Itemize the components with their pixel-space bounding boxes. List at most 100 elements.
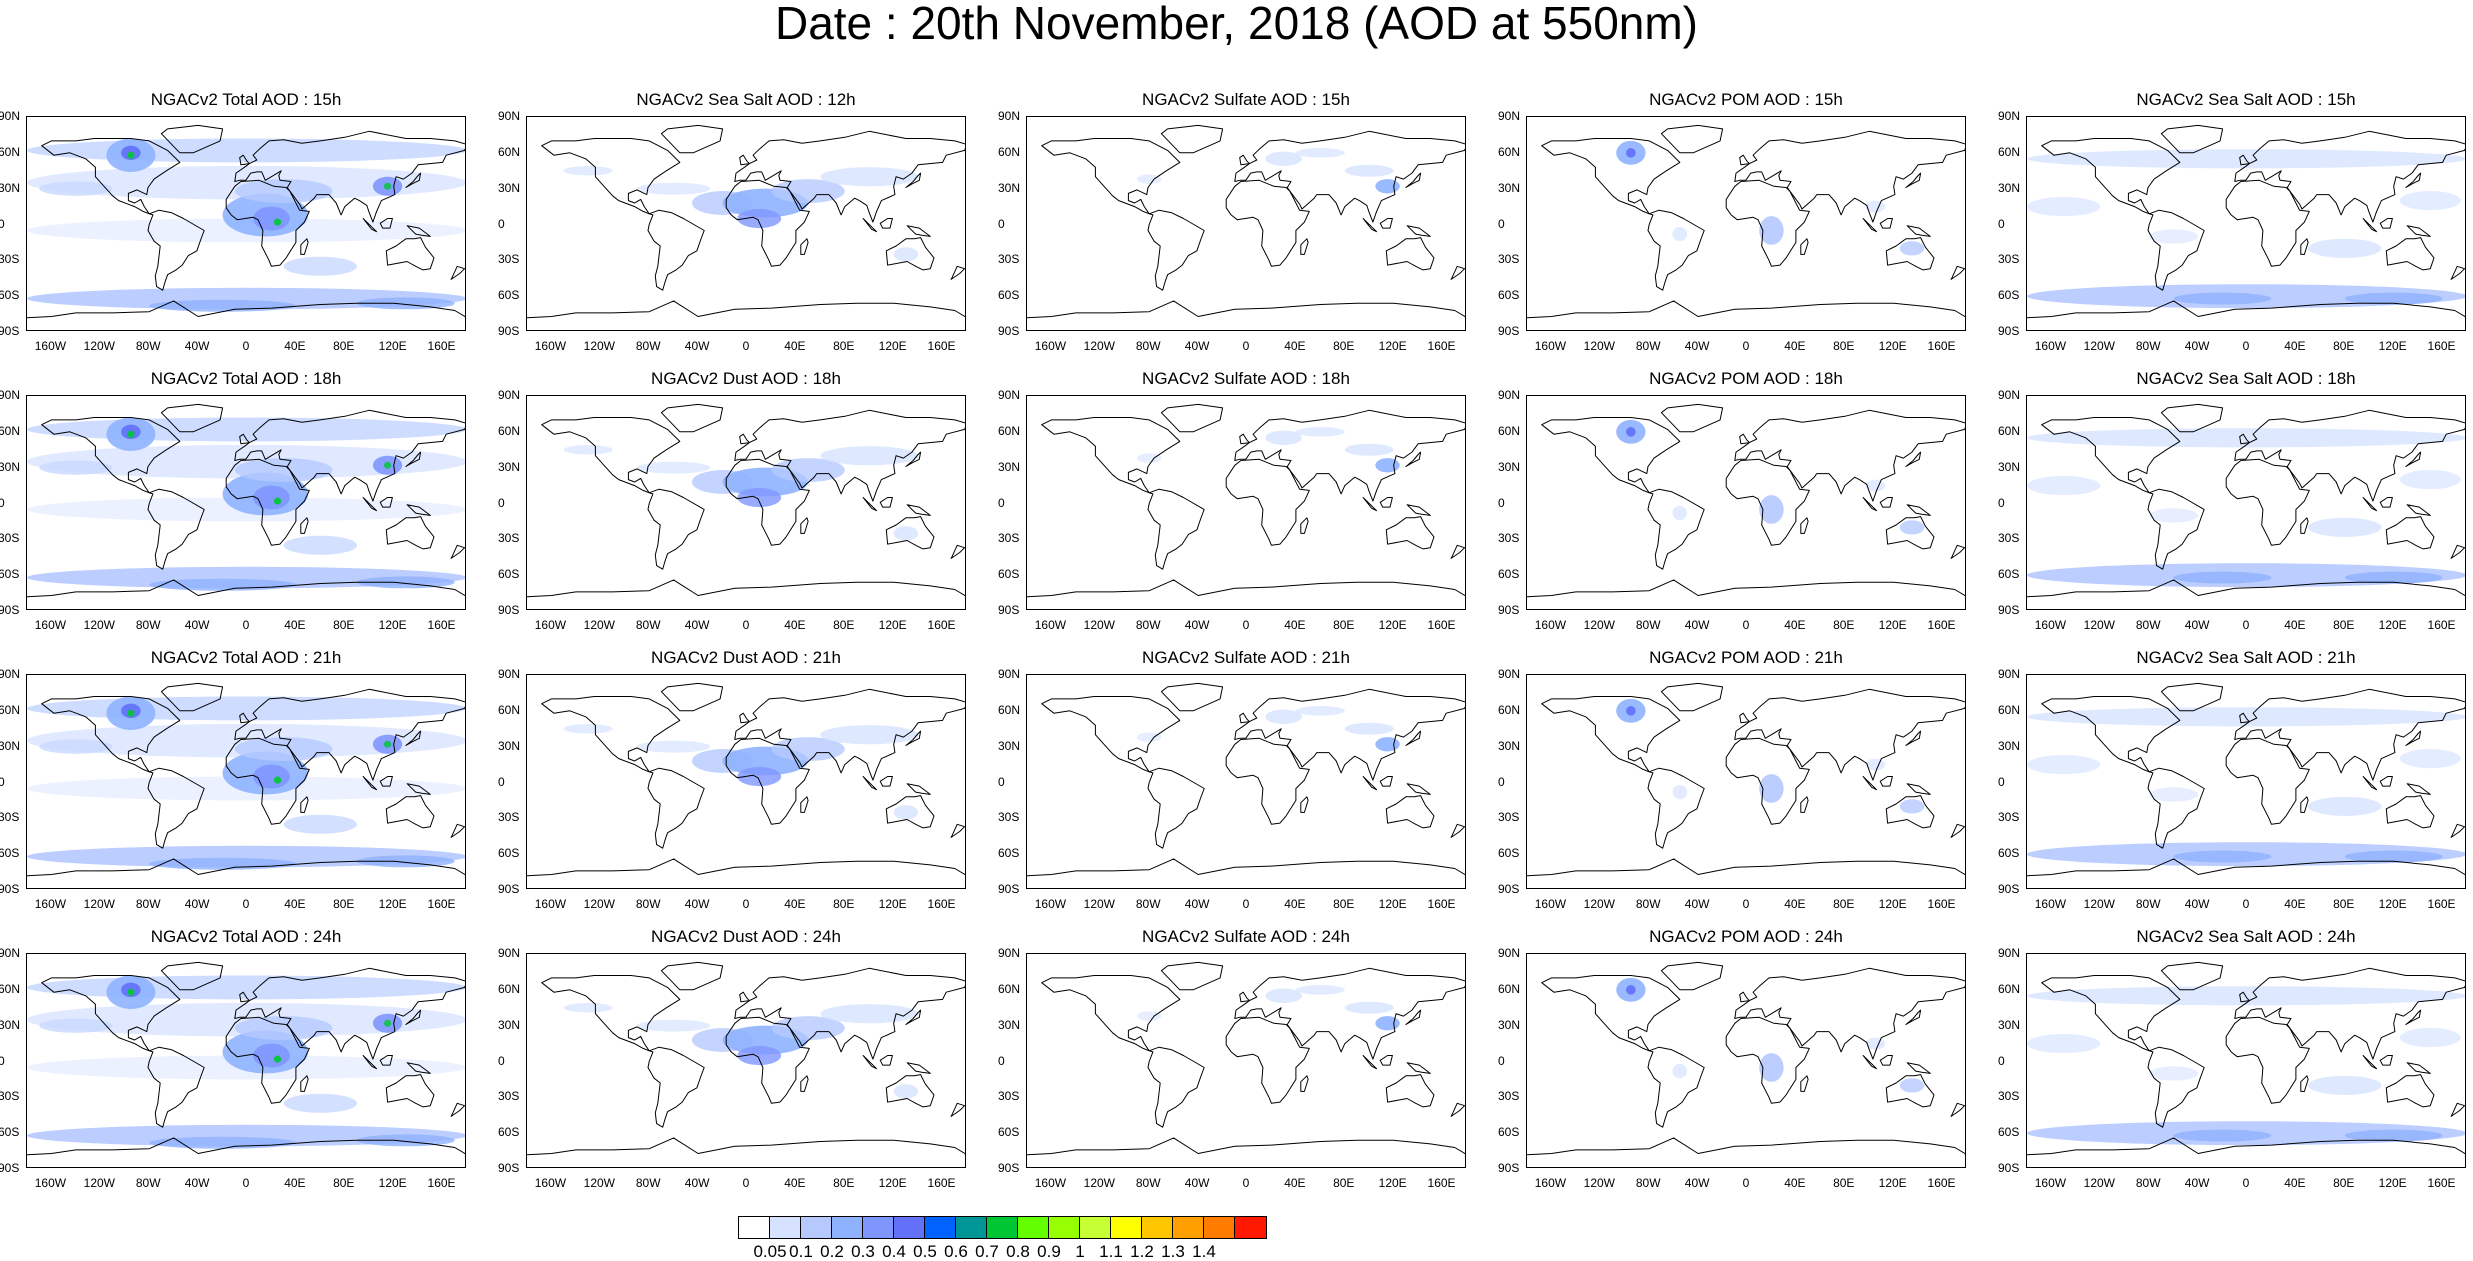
coastline-sumatra — [1862, 497, 1878, 512]
aod-field — [2344, 1129, 2443, 1142]
latitude-tick-label: 30S — [498, 1089, 520, 1104]
aod-field — [771, 458, 845, 482]
coastline-borneo — [2379, 218, 2393, 229]
latitude-tick-label: 30S — [998, 531, 1020, 546]
longitude-tick-label: 120W — [583, 1176, 615, 1190]
coastline-madagascar — [2300, 796, 2309, 813]
colorbar-label: 0.3 — [851, 1242, 875, 1261]
longitude-tick-label: 40W — [684, 897, 710, 911]
coastline-north-america — [541, 696, 681, 773]
aod-field — [2027, 755, 2101, 775]
aod-field — [1759, 495, 1784, 524]
coastline-new-guinea — [906, 1062, 931, 1074]
coastline-sumatra — [362, 1055, 378, 1070]
aod-field — [2344, 571, 2443, 584]
coastline-eurasia — [1234, 409, 1465, 502]
coastline-borneo — [1379, 1055, 1393, 1066]
coastline-north-america — [41, 417, 181, 494]
latitude-tick-label: 0 — [0, 216, 5, 231]
world-map — [1526, 116, 1966, 331]
coastline-borneo — [379, 497, 393, 508]
aod-field — [1626, 985, 1636, 995]
aod-field — [1626, 148, 1636, 158]
aod-field — [820, 1004, 919, 1024]
aod-field — [357, 297, 455, 310]
longitude-tick-label: 160W — [534, 1176, 567, 1190]
longitude-tick-label: 120E — [1878, 618, 1907, 632]
latitude-tick-label: 30S — [1498, 1089, 1520, 1104]
coastline-borneo — [2379, 776, 2393, 787]
coastline-africa — [225, 458, 310, 546]
coastline-sumatra — [862, 497, 878, 512]
aod-field — [1626, 427, 1636, 437]
map-canvas — [27, 124, 465, 319]
map-canvas — [1527, 961, 1965, 1156]
coastline-north-america — [1541, 975, 1681, 1052]
aod-field — [2308, 796, 2382, 816]
longitude-tick-label: 40E — [1284, 618, 1306, 632]
latitude-tick-label: 30N — [1498, 1017, 1521, 1032]
aod-field — [1344, 443, 1394, 456]
aod-field — [253, 1043, 290, 1068]
longitude-tick-label: 160W — [34, 618, 67, 632]
colorbar-swatch — [1049, 1217, 1080, 1238]
panel-title: NGACv2 Sea Salt AOD : 24h — [2136, 927, 2356, 946]
figure-title: Date : 20th November, 2018 (AOD at 550nm… — [774, 0, 1699, 49]
coastline-australia — [385, 795, 435, 829]
longitude-tick-label: 120E — [378, 618, 407, 632]
longitude-tick-label: 40W — [2184, 618, 2210, 632]
longitude-tick-label: 40E — [1784, 1176, 1806, 1190]
coastline-sumatra — [1362, 497, 1378, 512]
coastline-japan — [905, 172, 922, 188]
aod-field — [2149, 1066, 2199, 1081]
colorbar-label: 1.4 — [1192, 1242, 1216, 1261]
coastline-africa — [725, 458, 810, 546]
map-panel-sulfate: NGACv2 Sulfate AOD : 21h 90N 60N 30N 0 30S 60S… — [998, 648, 1466, 916]
coastline-new-zealand — [950, 1102, 965, 1117]
latitude-tick-label: 90S — [0, 882, 20, 896]
panel-title: NGACv2 POM AOD : 24h — [1649, 927, 1843, 946]
world-map — [526, 395, 966, 610]
latitude-tick-label: 30N — [498, 459, 521, 474]
longitude-tick-label: 80E — [1333, 897, 1355, 911]
latitude-tick-label: 90N — [1498, 109, 1521, 123]
coastline-antarctica — [527, 1137, 965, 1156]
aod-field — [2173, 292, 2272, 305]
aod-field — [27, 723, 465, 758]
latitude-tick-label: 60N — [498, 702, 521, 717]
world-map — [526, 116, 966, 331]
longitude-tick-label: 40E — [1784, 618, 1806, 632]
coastline-australia — [2385, 795, 2435, 829]
coastline-eurasia — [234, 967, 465, 1060]
longitude-tick-label: 80W — [635, 1176, 661, 1190]
colorbar-label: 1.3 — [1161, 1242, 1185, 1261]
longitude-tick-label: 40E — [784, 339, 806, 353]
longitude-tick-label: 120E — [2378, 618, 2407, 632]
coastline-eurasia — [734, 130, 965, 223]
aod-field — [2344, 850, 2443, 863]
coastline-new-zealand — [950, 823, 965, 838]
latitude-tick-label: 30N — [998, 738, 1021, 753]
latitude-tick-label: 0 — [1998, 216, 2005, 231]
coastline-new-zealand — [1450, 265, 1465, 280]
latitude-tick-label: 30N — [0, 180, 21, 195]
coastline-africa — [2225, 179, 2310, 267]
longitude-tick-label: 80W — [635, 618, 661, 632]
latitude-tick-label: 60N — [1998, 423, 2021, 438]
longitude-tick-label: 40E — [1284, 1176, 1306, 1190]
coastline-south-america — [647, 767, 705, 849]
aod-field — [2027, 197, 2101, 217]
aod-field — [2027, 476, 2101, 496]
aod-field — [283, 256, 358, 276]
colorbar-swatch — [739, 1217, 770, 1238]
coastline-north-america — [41, 975, 181, 1052]
coastline-new-guinea — [2406, 783, 2431, 795]
latitude-tick-label: 0 — [498, 774, 505, 789]
longitude-tick-label: 80W — [635, 897, 661, 911]
longitude-tick-label: 40W — [184, 1176, 210, 1190]
longitude-tick-label: 160W — [1034, 897, 1067, 911]
coastline-greenland — [160, 124, 224, 154]
world-map — [1026, 674, 1466, 889]
coastline-north-america — [1541, 138, 1681, 215]
longitude-tick-label: 80W — [1635, 618, 1661, 632]
